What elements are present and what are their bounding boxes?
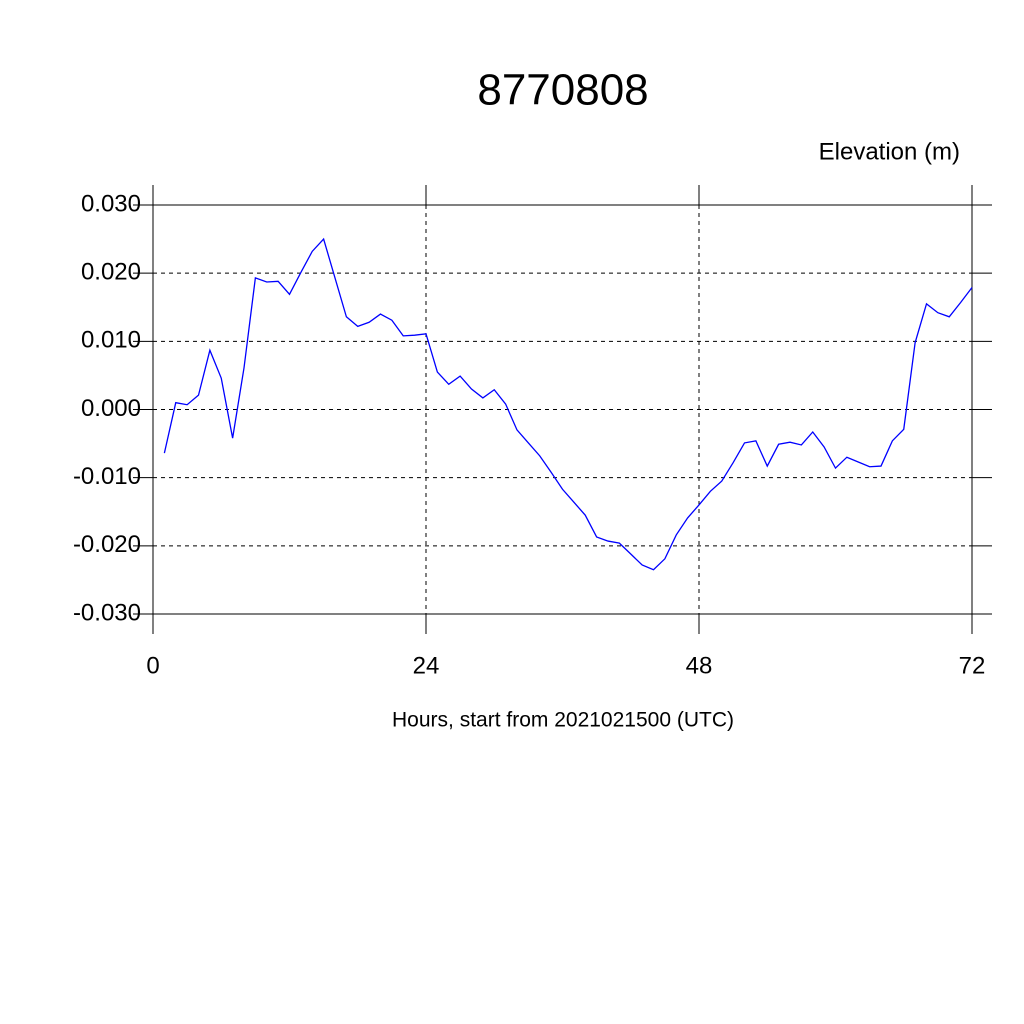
chart-subtitle: Elevation (m) — [819, 138, 960, 165]
y-tick-label: 0.010 — [81, 327, 141, 354]
data-line — [163, 237, 973, 571]
y-tick-label: -0.020 — [73, 531, 141, 558]
y-tick-label: -0.030 — [73, 599, 141, 626]
y-tick-label: 0.000 — [81, 395, 141, 422]
plot-frame — [152, 204, 973, 615]
x-tick-label: 0 — [146, 652, 159, 679]
chart-title: 8770808 — [477, 66, 648, 115]
y-tick-label: 0.020 — [81, 259, 141, 286]
y-tick-label: -0.010 — [73, 463, 141, 490]
x-axis-label: Hours, start from 2021021500 (UTC) — [392, 709, 734, 732]
x-tick-label: 72 — [959, 652, 986, 679]
x-tick-label: 24 — [413, 652, 440, 679]
y-tick-label: 0.030 — [81, 190, 141, 217]
x-tick-label: 48 — [686, 652, 713, 679]
